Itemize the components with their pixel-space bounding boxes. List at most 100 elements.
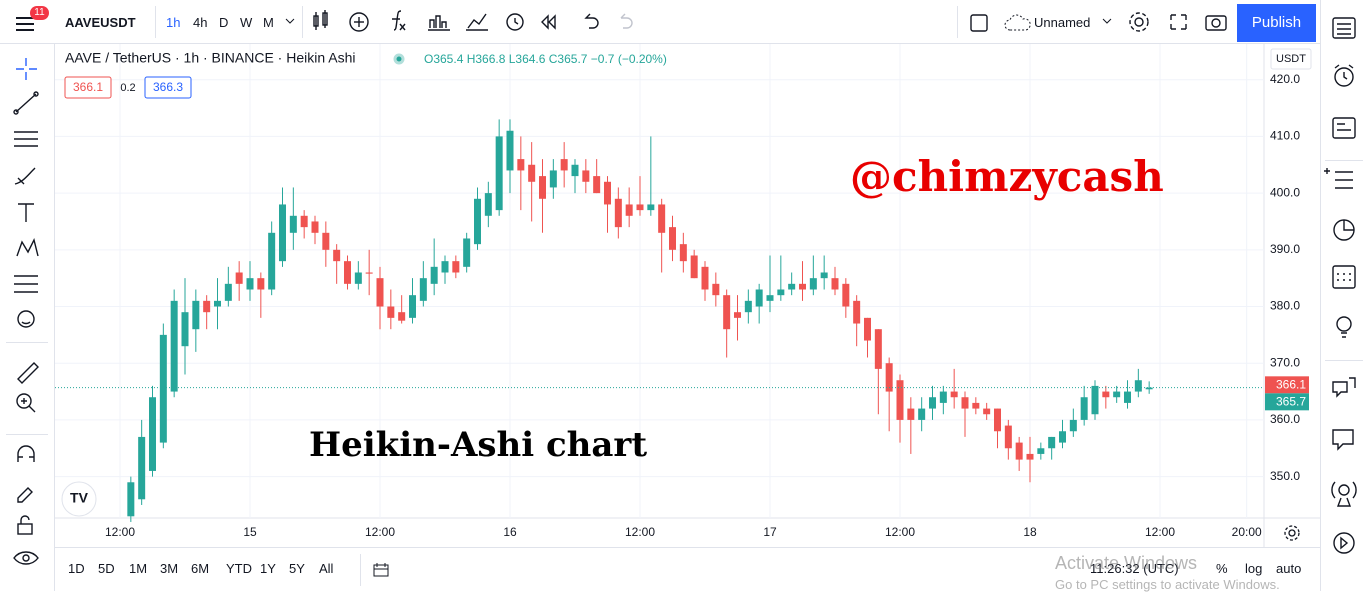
range-button[interactable]: All xyxy=(319,561,334,576)
cloud-icon[interactable] xyxy=(1003,11,1033,35)
candle-body xyxy=(333,249,341,262)
drawing-tools[interactable] xyxy=(0,44,54,591)
candle-body xyxy=(192,300,200,330)
watermark-title: Activate Windows xyxy=(1055,553,1198,573)
candle-body xyxy=(766,295,774,301)
candle-body xyxy=(224,283,232,301)
menu-icon[interactable] xyxy=(14,12,54,34)
x-tick-label: 16 xyxy=(503,525,517,539)
x-tick-label: 15 xyxy=(243,525,257,539)
candle-body xyxy=(138,436,146,500)
status-dot xyxy=(393,53,405,65)
x-tick-label: 20:00 xyxy=(1232,525,1262,539)
candle-body xyxy=(1015,442,1023,460)
scale-option[interactable]: % xyxy=(1216,561,1228,576)
toolbar-icons[interactable] xyxy=(308,8,638,36)
candle-body xyxy=(994,408,1001,432)
candle-body xyxy=(625,204,633,216)
settings-icon[interactable] xyxy=(1284,525,1300,541)
last-price-label: 365.7 xyxy=(1276,394,1306,408)
candle-body xyxy=(918,408,926,420)
candle-body xyxy=(864,317,871,341)
candle-body xyxy=(788,283,796,290)
ask-box[interactable] xyxy=(144,76,192,99)
range-button[interactable]: 1M xyxy=(129,561,148,576)
interval[interactable]: D xyxy=(219,15,229,30)
range-button[interactable]: 1Y xyxy=(260,561,276,576)
candle-body xyxy=(127,482,135,517)
candle-body xyxy=(268,232,276,290)
bottom-toolbar: 1D 5D 1M 3M 6M YTD 1Y 5Y All 11:26:32 (UTC) % lo… xyxy=(55,547,1320,592)
range-button[interactable]: 1D xyxy=(68,561,85,576)
candle-body xyxy=(1069,419,1077,432)
currency: USDT xyxy=(1276,53,1306,65)
toolbar-right-icons[interactable] xyxy=(1124,8,1234,36)
range-button[interactable]: YTD xyxy=(226,561,252,576)
interval[interactable]: W xyxy=(240,15,253,30)
range-button[interactable]: 3M xyxy=(160,561,179,576)
currency-box[interactable] xyxy=(1270,48,1312,70)
candle-body xyxy=(1080,397,1088,420)
bid-box[interactable] xyxy=(64,76,112,99)
drawing-toolbar xyxy=(0,44,55,591)
logo[interactable] xyxy=(61,481,97,517)
ask: 366.3 xyxy=(153,80,183,94)
layout-icon[interactable] xyxy=(968,12,990,34)
date-range-icon[interactable] xyxy=(371,560,391,580)
watermark-subtitle: Go to PC settings to activate Windows. xyxy=(1055,577,1280,592)
candle-body xyxy=(311,221,319,233)
candle-body xyxy=(203,300,211,313)
spread: 0.2 xyxy=(120,82,135,94)
dropdown-icon[interactable] xyxy=(284,16,296,26)
candle-body xyxy=(809,278,817,290)
interval[interactable]: 1h xyxy=(166,15,181,30)
y-tick-label: 410.0 xyxy=(1270,129,1300,143)
candle-body xyxy=(474,198,481,245)
scale-option[interactable]: auto xyxy=(1276,561,1302,576)
candle-body xyxy=(300,215,308,228)
candle-body xyxy=(170,300,178,392)
y-tick-label: 360.0 xyxy=(1270,412,1300,426)
candle-body xyxy=(484,193,492,216)
candle-body xyxy=(387,306,395,318)
candle-body xyxy=(560,159,568,171)
sidebar-icons[interactable] xyxy=(1321,0,1366,591)
scale-option[interactable]: log xyxy=(1245,561,1263,576)
x-tick-label: 18 xyxy=(1023,525,1037,539)
candle-body xyxy=(582,170,590,182)
candle-body xyxy=(549,170,557,188)
candle-body xyxy=(344,261,351,284)
candle-body xyxy=(1124,391,1131,403)
bid-price-box xyxy=(1265,376,1309,394)
candle-body xyxy=(322,232,330,250)
dropdown-icon[interactable] xyxy=(1101,16,1113,26)
range-button[interactable]: 5Y xyxy=(289,561,305,576)
y-tick-label: 370.0 xyxy=(1270,355,1300,369)
x-tick-label: 17 xyxy=(763,525,777,539)
candle-body xyxy=(636,204,644,211)
interval[interactable]: 4h xyxy=(193,15,208,30)
candle-body xyxy=(929,397,936,409)
range-button[interactable]: 6M xyxy=(191,561,210,576)
time-axis xyxy=(55,518,1320,547)
symbol[interactable]: AAVEUSDT xyxy=(65,15,136,30)
publish-button[interactable]: Publish xyxy=(1237,4,1316,42)
x-tick-label: 12:00 xyxy=(1145,525,1175,539)
candle-body xyxy=(463,238,471,267)
candle-body xyxy=(289,215,297,233)
last-price-box xyxy=(1265,393,1309,411)
candle-body xyxy=(1004,425,1012,449)
chart-title: AAVE / TetherUS · 1h · BINANCE · Heikin … xyxy=(65,50,355,66)
interval[interactable]: M xyxy=(263,15,274,30)
layout-name[interactable]: Unnamed xyxy=(1034,15,1091,30)
candle-body xyxy=(1059,431,1066,443)
candle-body xyxy=(907,408,915,420)
candle-body xyxy=(365,272,373,274)
y-tick-label: 390.0 xyxy=(1270,242,1300,256)
range-button[interactable]: 5D xyxy=(98,561,115,576)
notification-badge: 11 xyxy=(30,6,49,20)
candle-body xyxy=(149,397,156,471)
candle-body xyxy=(885,363,893,392)
candle-body xyxy=(1026,453,1034,460)
candle-body xyxy=(647,204,655,211)
